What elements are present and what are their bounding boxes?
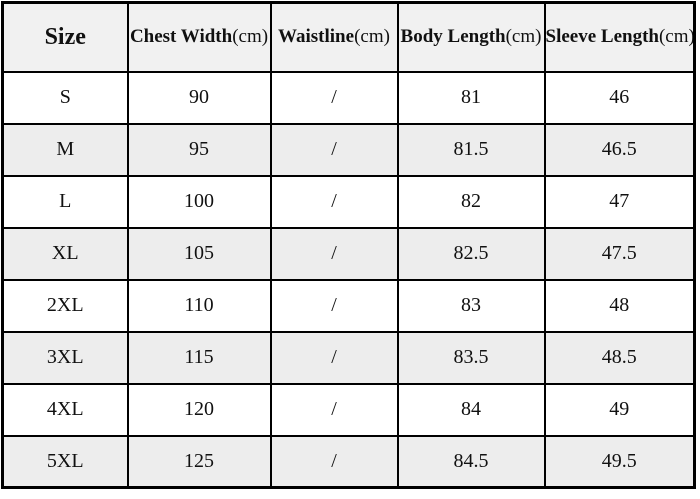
sleeve-length-cell: 48 — [543, 278, 696, 333]
chest-width-cell: 95 — [126, 122, 272, 177]
sleeve-length-cell: 47.5 — [543, 226, 696, 281]
table-row-m: M 95 / 81.5 46.5 — [1, 122, 696, 177]
column-header-unit: (cm) — [505, 26, 542, 48]
column-header-size: Size — [1, 1, 129, 73]
sleeve-length-cell: 46 — [543, 70, 696, 125]
size-cell: L — [1, 174, 129, 229]
column-header-waistline: Waistline(cm) — [269, 1, 399, 73]
size-cell: 4XL — [1, 382, 129, 437]
chest-width-cell: 110 — [126, 278, 272, 333]
size-cell: M — [1, 122, 129, 177]
column-header-label: Chest Width — [129, 26, 233, 48]
sleeve-length-cell: 48.5 — [543, 330, 696, 385]
column-header-label: Sleeve Length — [545, 26, 659, 48]
column-header-chest-width: Chest Width(cm) — [126, 1, 272, 73]
chest-width-cell: 90 — [126, 70, 272, 125]
table-row-l: L 100 / 82 47 — [1, 174, 696, 229]
column-header-body-length: Body Length(cm) — [396, 1, 546, 73]
chest-width-cell: 120 — [126, 382, 272, 437]
column-header-label: Body Length — [400, 26, 506, 48]
waistline-cell: / — [269, 122, 399, 177]
column-header-label: Waistline — [278, 26, 355, 48]
column-header-unit: (cm) — [658, 26, 695, 48]
size-cell: 3XL — [1, 330, 129, 385]
waistline-cell: / — [269, 174, 399, 229]
sleeve-length-cell: 49 — [543, 382, 696, 437]
column-header-sleeve-length: Sleeve Length(cm) — [543, 1, 696, 73]
body-length-cell: 81.5 — [396, 122, 546, 177]
waistline-cell: / — [269, 382, 399, 437]
size-cell: 5XL — [1, 434, 129, 489]
column-header-unit: (cm) — [232, 26, 269, 48]
body-length-cell: 81 — [396, 70, 546, 125]
chest-width-cell: 105 — [126, 226, 272, 281]
column-header-unit: (cm) — [354, 26, 390, 48]
waistline-cell: / — [269, 434, 399, 489]
body-length-cell: 84 — [396, 382, 546, 437]
header-row: Size Chest Width(cm) Waistline(cm) Body … — [1, 1, 696, 73]
waistline-cell: / — [269, 226, 399, 281]
size-cell: 2XL — [1, 278, 129, 333]
chest-width-cell: 125 — [126, 434, 272, 489]
size-cell: XL — [1, 226, 129, 281]
size-chart-body: S 90 / 81 46 M 95 / 81.5 46.5 L 100 / 82… — [1, 70, 696, 489]
chest-width-cell: 115 — [126, 330, 272, 385]
column-header-label: Size — [44, 23, 86, 50]
table-row-s: S 90 / 81 46 — [1, 70, 696, 125]
size-chart-table: Size Chest Width(cm) Waistline(cm) Body … — [1, 1, 696, 489]
size-cell: S — [1, 70, 129, 125]
waistline-cell: / — [269, 278, 399, 333]
body-length-cell: 83 — [396, 278, 546, 333]
table-row-2xl: 2XL 110 / 83 48 — [1, 278, 696, 333]
chest-width-cell: 100 — [126, 174, 272, 229]
sleeve-length-cell: 49.5 — [543, 434, 696, 489]
sleeve-length-cell: 46.5 — [543, 122, 696, 177]
body-length-cell: 82.5 — [396, 226, 546, 281]
sleeve-length-cell: 47 — [543, 174, 696, 229]
table-row-4xl: 4XL 120 / 84 49 — [1, 382, 696, 437]
body-length-cell: 84.5 — [396, 434, 546, 489]
table-row-xl: XL 105 / 82.5 47.5 — [1, 226, 696, 281]
table-row-5xl: 5XL 125 / 84.5 49.5 — [1, 434, 696, 489]
waistline-cell: / — [269, 330, 399, 385]
table-row-3xl: 3XL 115 / 83.5 48.5 — [1, 330, 696, 385]
waistline-cell: / — [269, 70, 399, 125]
size-chart-header: Size Chest Width(cm) Waistline(cm) Body … — [1, 1, 696, 73]
body-length-cell: 82 — [396, 174, 546, 229]
body-length-cell: 83.5 — [396, 330, 546, 385]
